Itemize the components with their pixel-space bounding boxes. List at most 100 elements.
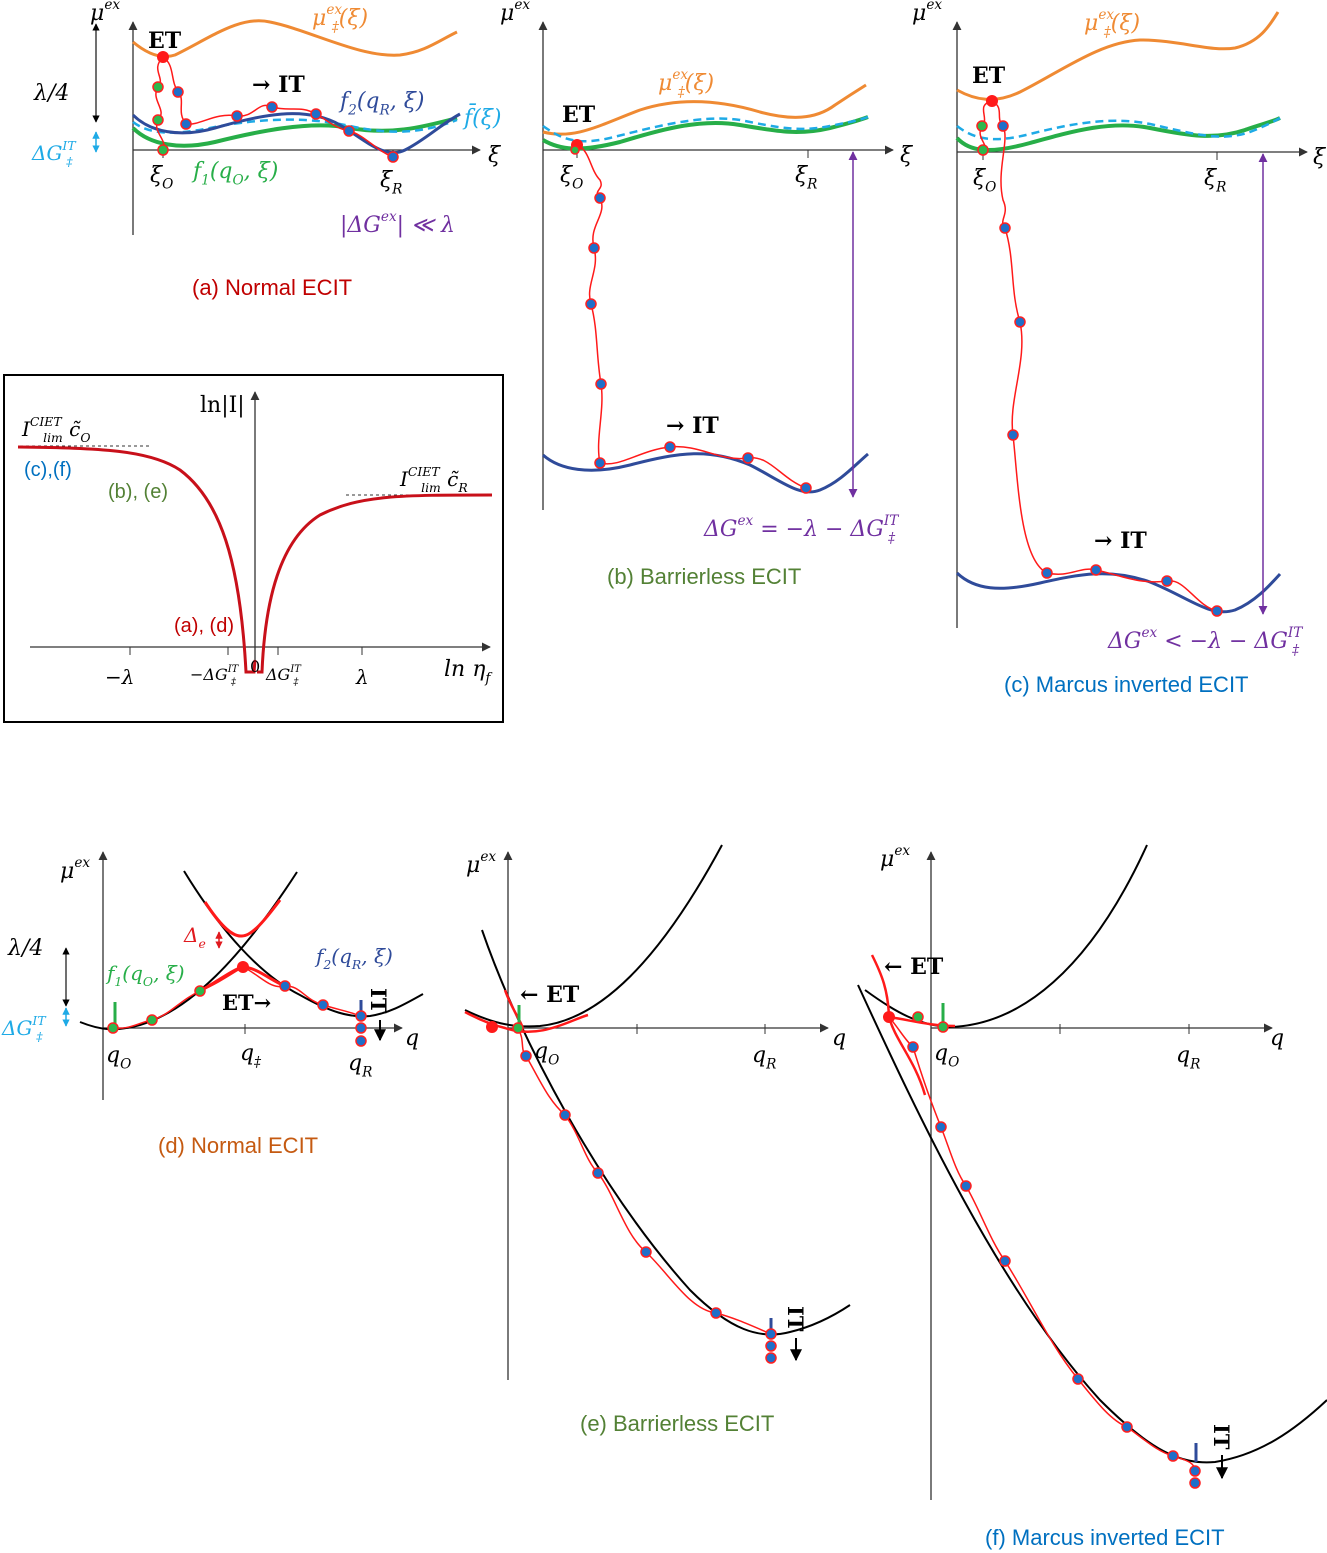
label-segment-base: (q: [210, 159, 233, 184]
tick-label: 0: [250, 657, 260, 676]
state-dot: [1189, 1465, 1201, 1477]
f2-curve: [131, 112, 461, 155]
state-dot: [1072, 1373, 1084, 1385]
label-segment-sub: O: [233, 172, 244, 188]
label-segment-sup: IT: [227, 664, 240, 675]
label-segment-sup: ex: [672, 67, 688, 83]
et-label: ET→: [222, 990, 271, 1015]
lambda-quarter-label: λ/4: [7, 936, 43, 961]
label-segment-base: ET: [148, 28, 182, 54]
label-segment-base: ξ: [973, 166, 987, 191]
q-r-label: qR: [1176, 1043, 1200, 1073]
state-dot: [343, 125, 355, 137]
tick-label: ΔGIT ‡: [265, 664, 302, 688]
label-segment-base: ξ: [150, 163, 164, 188]
label-segment-sub: R: [765, 1057, 776, 1073]
y-axis-label: μex: [90, 0, 120, 26]
label-segment-sub: R: [1215, 180, 1226, 196]
f2-parabola: [481, 929, 851, 1336]
state-dot: [960, 1180, 972, 1192]
label-segment-base: q: [348, 1051, 362, 1076]
label-segment-sup: CIET: [408, 464, 441, 479]
label-segment-base: ET: [562, 102, 596, 128]
label-segment-base: → IT: [252, 72, 305, 98]
tick-label: λ: [355, 665, 369, 689]
label-segment-base: (ξ): [1111, 11, 1140, 36]
state-dot: [520, 1050, 532, 1062]
it-label: IT: [1209, 1424, 1234, 1450]
panel-f: μex ← ET qO qR q IT (f) Marcus inverted …: [857, 843, 1327, 1550]
panel-c: μex μex ‡(ξ) ET ξO ξR ξ → IT ΔGex < −λ − …: [912, 0, 1327, 697]
state-dot: [107, 1022, 119, 1034]
label-segment-base: IT: [783, 1306, 808, 1332]
it-label: → IT: [252, 72, 305, 98]
label-segment-base: ΔG: [1, 1016, 32, 1040]
regime-label-ad: (a), (d): [174, 615, 234, 637]
label-segment-base: μ: [658, 71, 672, 96]
state-dot: [1167, 1450, 1179, 1462]
tick-label: −ΔGIT ‡: [190, 664, 240, 688]
state-dot: [266, 101, 278, 113]
xi-r-label: ξR: [795, 163, 817, 193]
state-dot: [997, 120, 1009, 132]
free-energy-condition: ΔGex = −λ − ΔGIT ‡: [703, 513, 899, 547]
label-segment-base: μ: [90, 1, 104, 26]
label-segment-base: Δ: [183, 923, 198, 947]
state-dot: [585, 298, 597, 310]
mean-free-energy-curve: [132, 118, 458, 134]
x-axis-label: q: [1270, 1026, 1284, 1051]
transition-state-label: μex ‡(ξ): [1084, 7, 1140, 41]
label-segment-sub: ‡: [293, 677, 300, 688]
transition-state-curve: [132, 19, 458, 58]
label-segment-sub: ‡: [253, 1055, 261, 1071]
label-segment-sub: O: [143, 974, 153, 989]
et-label: ET: [972, 63, 1006, 89]
transition-state-curve: [542, 83, 867, 136]
panel-a: μex ET → IT μex ‡(ξ) f2(qR, ξ) f̄(ξ) λ/4 …: [31, 0, 502, 300]
label-segment-sub: ‡: [1291, 642, 1299, 658]
label-segment-sub: ‡: [35, 1029, 43, 1044]
state-dot: [1090, 564, 1102, 576]
f1-label: f1(qO, ξ): [191, 159, 278, 189]
current-overpotential-inset: ln|I| ICIET lim c̃O ICIET lim c̃R (c),(f) …: [3, 374, 504, 723]
trajectory: [576, 144, 807, 489]
label-segment-sub: ‡: [331, 20, 339, 36]
transition-state-label: μex ‡(ξ): [312, 2, 368, 36]
q-r-label: qR: [348, 1051, 372, 1081]
state-dot: [588, 242, 600, 254]
state-dot: [594, 457, 606, 469]
label-segment-base: −λ: [105, 665, 134, 689]
state-dot: [935, 1121, 947, 1133]
label-segment-sub: f: [484, 671, 493, 687]
mean-free-energy-label: f̄(ξ): [462, 103, 501, 131]
label-segment-base: ΔG: [31, 141, 62, 165]
y-axis-label: ln|I|: [200, 393, 245, 418]
label-segment-sub: ‡: [230, 677, 237, 688]
tick-label: −λ: [105, 665, 134, 689]
label-segment-base: μ: [880, 847, 894, 872]
label-segment-sup: IT: [1287, 625, 1303, 641]
label-segment-sub: 1: [114, 974, 122, 989]
et-point: [883, 1011, 895, 1023]
state-dot: [1007, 429, 1019, 441]
label-segment-base: (q: [122, 961, 143, 985]
x-axis-label: ξ: [900, 143, 914, 168]
label-segment-base: −ΔG: [190, 665, 228, 684]
label-segment-base: ξ: [380, 168, 394, 193]
label-segment-base: (a), (d): [174, 615, 234, 637]
mean-free-energy-curve: [542, 115, 869, 143]
et-label: ET: [148, 28, 182, 54]
label-segment-base: ln η: [444, 657, 485, 682]
state-dot: [977, 144, 989, 156]
label-segment-base: μ: [1084, 11, 1098, 36]
label-segment-base: μ: [312, 6, 326, 31]
upper-adiabatic-curve: [203, 899, 282, 938]
et-point: [986, 95, 998, 107]
label-segment-base: λ/4: [7, 936, 43, 961]
label-segment-base: (q: [357, 89, 380, 114]
label-segment-base: f̄(ξ): [462, 103, 501, 131]
label-segment-base: ξ: [560, 163, 574, 188]
it-label: IT: [783, 1306, 808, 1332]
label-segment-base: ξ: [488, 143, 502, 168]
